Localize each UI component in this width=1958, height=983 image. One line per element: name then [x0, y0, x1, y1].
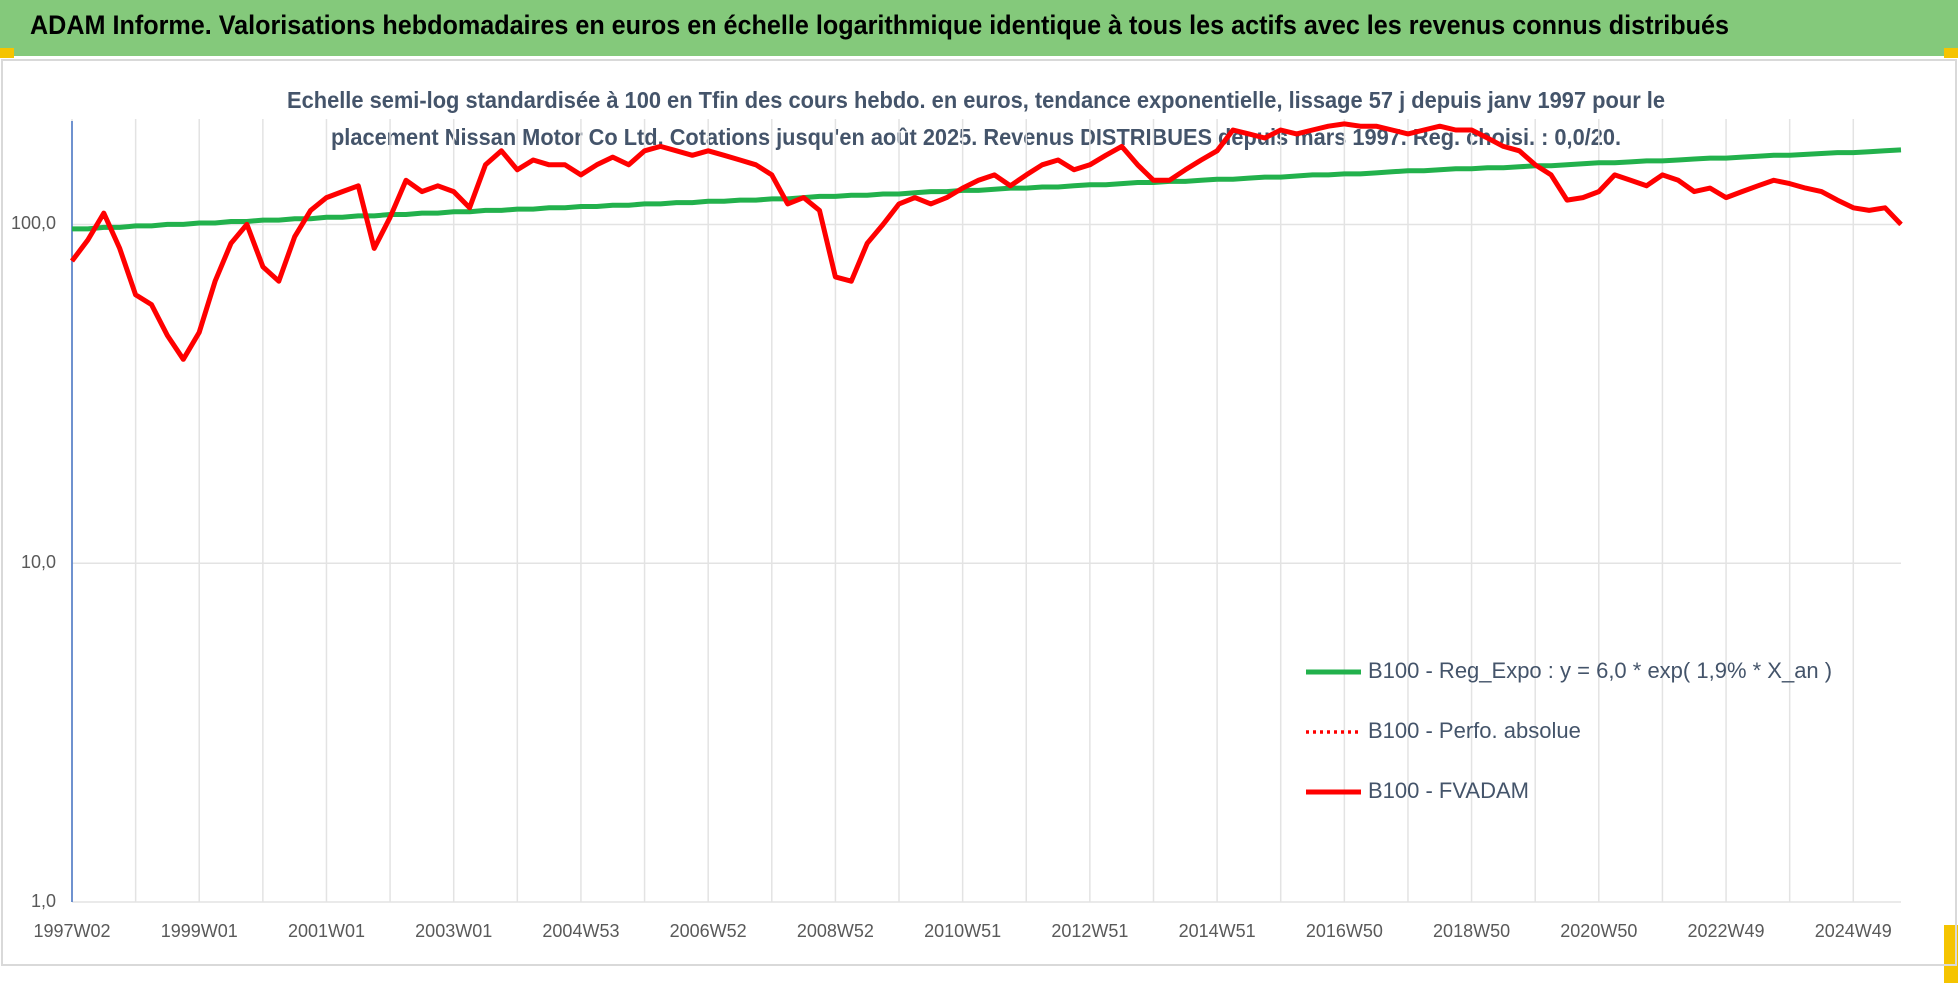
x-tick-label: 2003W01: [415, 921, 492, 941]
x-tick-label: 2018W50: [1433, 921, 1510, 941]
x-tick-label: 1999W01: [161, 921, 238, 941]
corner-mark: [1944, 925, 1958, 983]
x-tick-label: 2024W49: [1815, 921, 1892, 941]
line-series: [72, 147, 1902, 232]
x-tick-label: 2001W01: [288, 921, 365, 941]
x-tick-label: 2006W52: [670, 921, 747, 941]
legend-label: B100 - Reg_Expo : y = 6,0 * exp( 1,9% * …: [1368, 658, 1832, 683]
x-tick-label: 1997W02: [33, 921, 110, 941]
legend-label: B100 - Perfo. absolue: [1368, 718, 1581, 743]
x-tick-label: 2014W51: [1179, 921, 1256, 941]
corner-mark: [1944, 48, 1958, 58]
y-tick-label: 10,0: [21, 552, 56, 572]
x-tick-label: 2016W50: [1306, 921, 1383, 941]
x-tick-label: 2004W53: [542, 921, 619, 941]
chart-frame: [1, 59, 1957, 966]
x-tick-label: 2010W51: [924, 921, 1001, 941]
legend-label: B100 - FVADAM: [1368, 778, 1529, 803]
x-tick-label: 2022W49: [1688, 921, 1765, 941]
line-series: [70, 121, 1903, 362]
y-tick-label: 100,0: [11, 213, 56, 233]
corner-mark: [0, 48, 14, 58]
title-bar: [0, 0, 1958, 56]
x-tick-label: 2012W51: [1051, 921, 1128, 941]
chart-title: ADAM Informe. Valorisations hebdomadaire…: [30, 10, 1729, 40]
chart-subtitle: placement Nissan Motor Co Ltd. Cotations…: [331, 124, 1621, 150]
y-tick-label: 1,0: [31, 891, 56, 911]
x-tick-label: 2008W52: [797, 921, 874, 941]
chart-subtitle: Echelle semi-log standardisée à 100 en T…: [287, 87, 1665, 113]
x-tick-label: 2020W50: [1560, 921, 1637, 941]
